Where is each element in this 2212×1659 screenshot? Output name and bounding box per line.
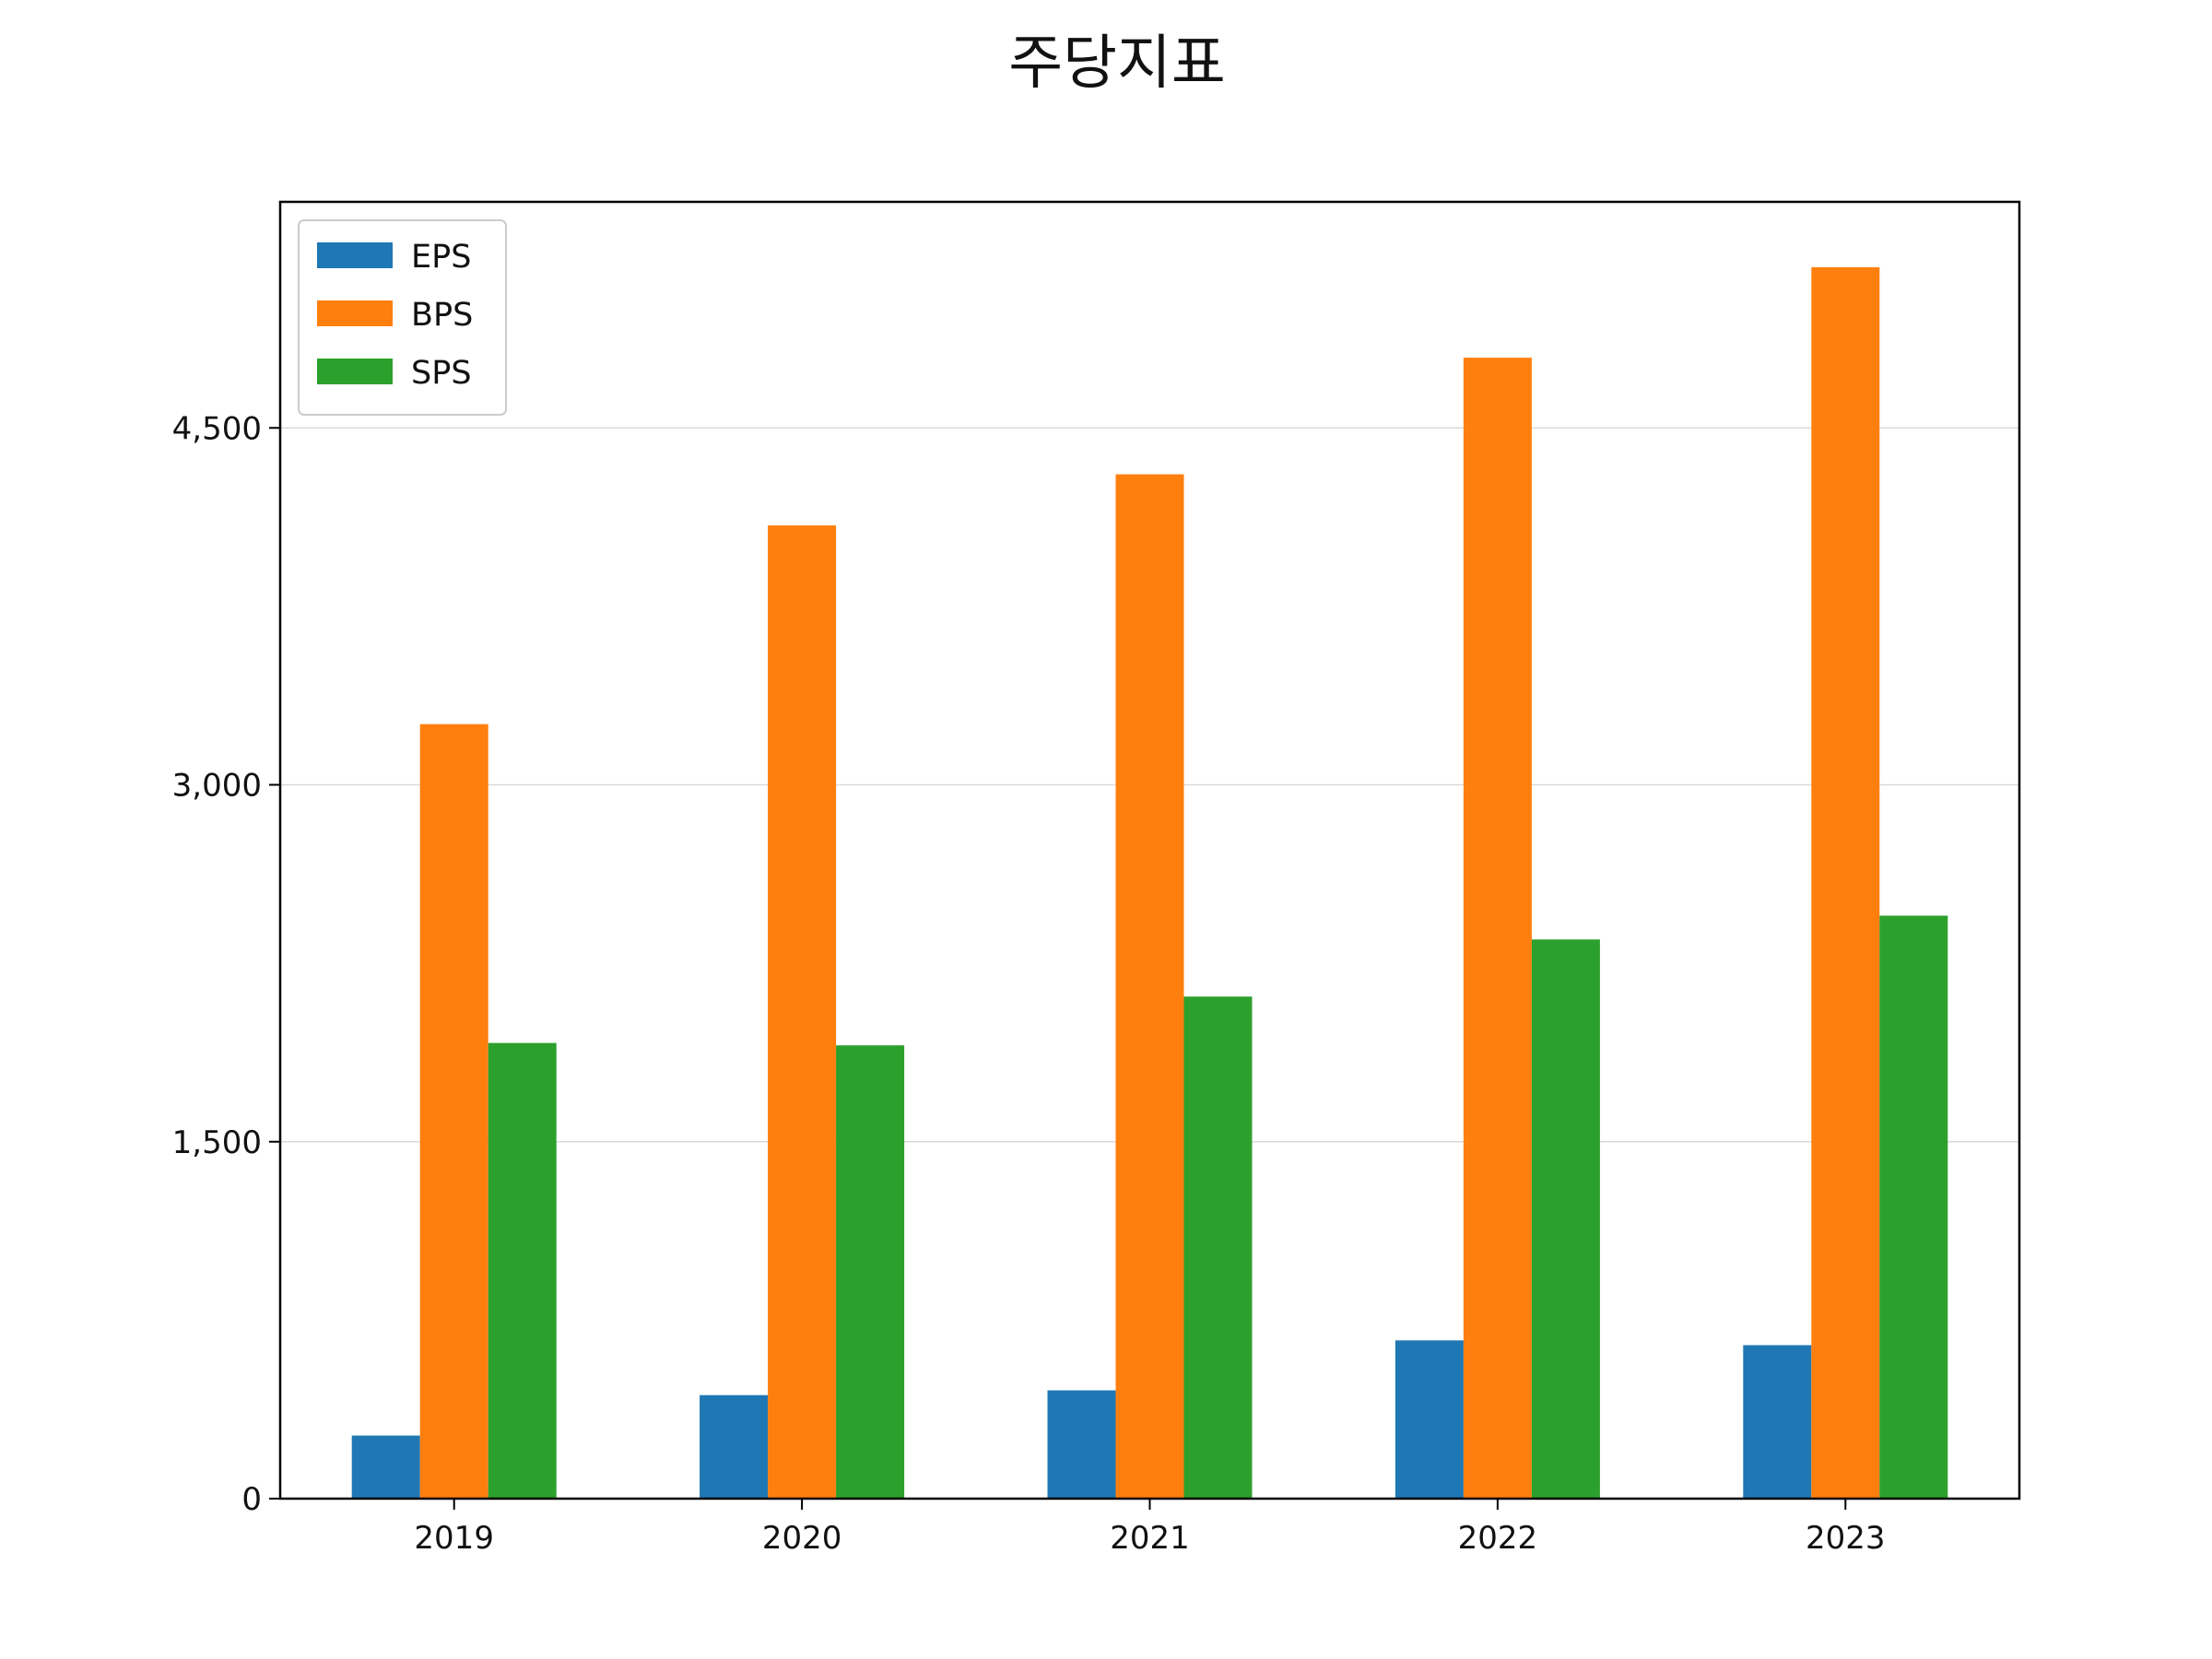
bar-eps-2019 (351, 1435, 420, 1499)
bar-eps-2021 (1047, 1390, 1116, 1499)
x-tick-label: 2023 (1806, 1520, 1886, 1557)
bar-bps-2020 (768, 525, 837, 1499)
x-tick-label: 2020 (762, 1520, 842, 1557)
bar-bps-2021 (1115, 474, 1184, 1499)
bar-bps-2019 (419, 724, 488, 1499)
bar-eps-2022 (1394, 1340, 1464, 1499)
legend-swatch-sps (317, 359, 393, 384)
bar-sps-2020 (836, 1045, 905, 1499)
bar-bps-2023 (1811, 266, 1880, 1500)
bar-bps-2022 (1463, 358, 1532, 1500)
y-tick-label: 4,500 (172, 410, 262, 447)
legend-label-bps: BPS (411, 297, 473, 334)
x-tick-label: 2021 (1110, 1520, 1190, 1557)
y-tick-label: 1,500 (172, 1124, 262, 1161)
legend-label-sps: SPS (411, 355, 472, 392)
y-tick-label: 0 (241, 1481, 262, 1518)
bar-eps-2023 (1743, 1345, 1812, 1499)
legend-label-eps: EPS (411, 239, 471, 276)
legend-swatch-bps (317, 300, 393, 326)
legend-swatch-eps (317, 242, 393, 268)
bar-sps-2019 (488, 1042, 557, 1499)
y-axis: 0 1,500 3,000 4,500 (172, 410, 280, 1518)
bars (351, 266, 1948, 1500)
x-tick-label: 2019 (414, 1520, 494, 1557)
bar-eps-2020 (700, 1394, 769, 1499)
bar-sps-2022 (1531, 939, 1600, 1499)
bar-sps-2023 (1879, 915, 1948, 1499)
x-tick-label: 2022 (1458, 1520, 1538, 1557)
y-tick-label: 3,000 (172, 768, 262, 805)
legend: EPS BPS SPS (298, 219, 507, 416)
bar-sps-2021 (1183, 996, 1253, 1499)
chart-title: 주당지표 (1008, 29, 1226, 98)
x-axis: 2019 2020 2021 2022 2023 (414, 1499, 1886, 1557)
